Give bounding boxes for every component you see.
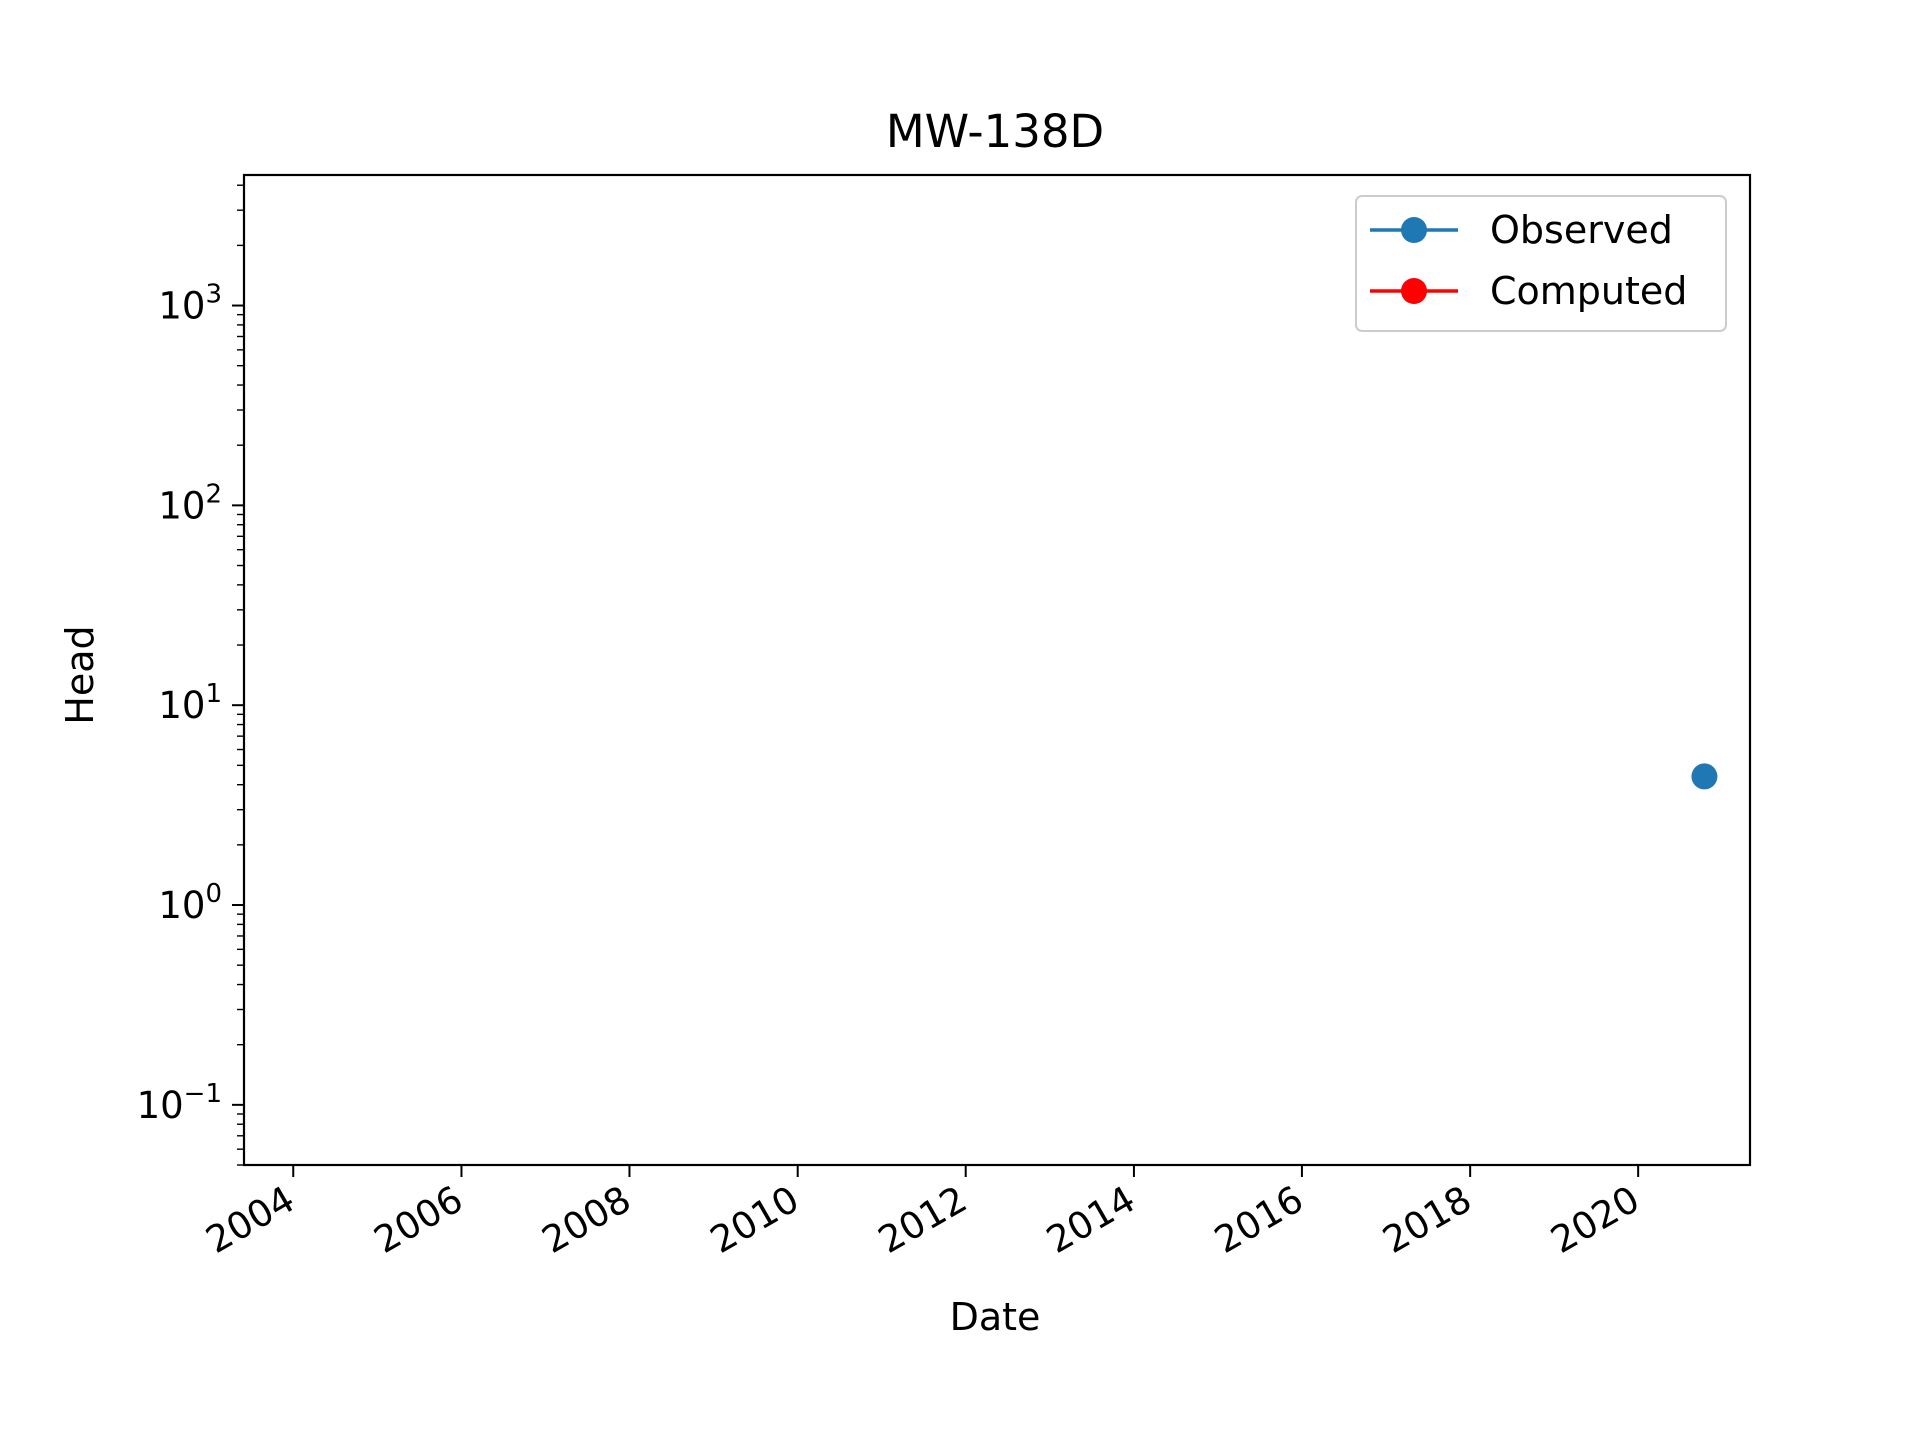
y-tick-exponent: 1 [205,679,222,709]
y-tick-label: 101 [158,679,222,727]
plot-area [1691,763,1718,790]
legend: Observed Computed [1355,195,1727,332]
y-tick-label: 102 [158,479,222,527]
y-tick-exponent: −1 [184,1079,222,1109]
data-point-observed [1691,763,1718,790]
chart-title: MW-138D [886,105,1104,158]
axes-frame [242,173,1752,1167]
y-tick-label: 10−1 [137,1079,222,1127]
y-tick-base: 10 [158,484,205,527]
y-tick-base: 10 [158,684,205,727]
y-tick-base: 10 [158,884,205,927]
y-tick-base: 10 [137,1084,184,1127]
y-axis-label: Head [58,625,102,724]
y-tick-label: 103 [158,280,222,328]
y-tick-exponent: 3 [205,280,222,310]
legend-marker-observed [1401,217,1427,243]
y-tick-exponent: 0 [205,879,222,909]
legend-label-observed: Observed [1490,208,1673,252]
y-tick-exponent: 2 [205,479,222,509]
x-axis-label: Date [950,1295,1041,1339]
y-tick-base: 10 [158,285,205,328]
legend-label-computed: Computed [1490,269,1687,313]
y-tick-label: 100 [158,879,222,927]
legend-marker-computed [1401,278,1427,304]
